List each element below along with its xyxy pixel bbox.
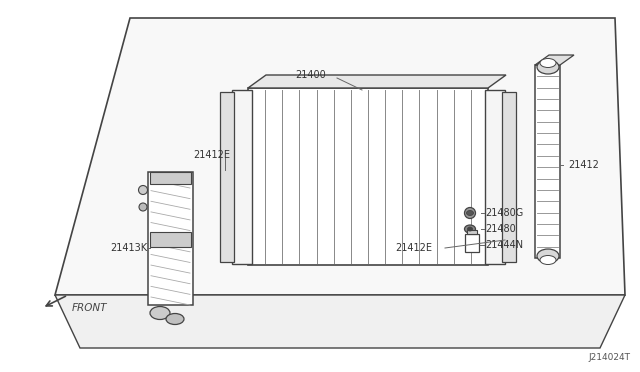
Text: J214024T: J214024T xyxy=(588,353,630,362)
Text: 21480G: 21480G xyxy=(485,208,524,218)
Ellipse shape xyxy=(138,186,147,195)
Ellipse shape xyxy=(465,208,476,218)
Ellipse shape xyxy=(467,211,474,215)
Polygon shape xyxy=(248,75,506,88)
Polygon shape xyxy=(148,172,193,305)
Polygon shape xyxy=(220,92,234,262)
Ellipse shape xyxy=(540,58,556,67)
Text: 21400: 21400 xyxy=(295,70,326,80)
Polygon shape xyxy=(535,65,560,258)
Polygon shape xyxy=(502,92,516,262)
Polygon shape xyxy=(55,295,625,348)
Polygon shape xyxy=(535,55,574,65)
Ellipse shape xyxy=(150,307,170,320)
Text: 21444N: 21444N xyxy=(485,240,523,250)
Ellipse shape xyxy=(540,256,556,264)
Text: 21412: 21412 xyxy=(568,160,599,170)
Polygon shape xyxy=(467,230,477,234)
Polygon shape xyxy=(150,172,191,184)
Ellipse shape xyxy=(537,60,559,74)
Polygon shape xyxy=(150,232,191,247)
Polygon shape xyxy=(232,90,252,264)
Text: 21412E: 21412E xyxy=(395,243,432,253)
Ellipse shape xyxy=(166,314,184,324)
Polygon shape xyxy=(465,234,479,252)
Ellipse shape xyxy=(537,249,559,263)
Text: 21480: 21480 xyxy=(485,224,516,234)
Polygon shape xyxy=(485,90,505,264)
Ellipse shape xyxy=(467,227,472,231)
Text: 21412E: 21412E xyxy=(193,150,230,160)
Text: 21413K: 21413K xyxy=(110,243,147,253)
Ellipse shape xyxy=(139,203,147,211)
Ellipse shape xyxy=(465,225,476,233)
Polygon shape xyxy=(55,18,625,295)
Text: FRONT: FRONT xyxy=(72,303,108,313)
Polygon shape xyxy=(248,88,488,265)
